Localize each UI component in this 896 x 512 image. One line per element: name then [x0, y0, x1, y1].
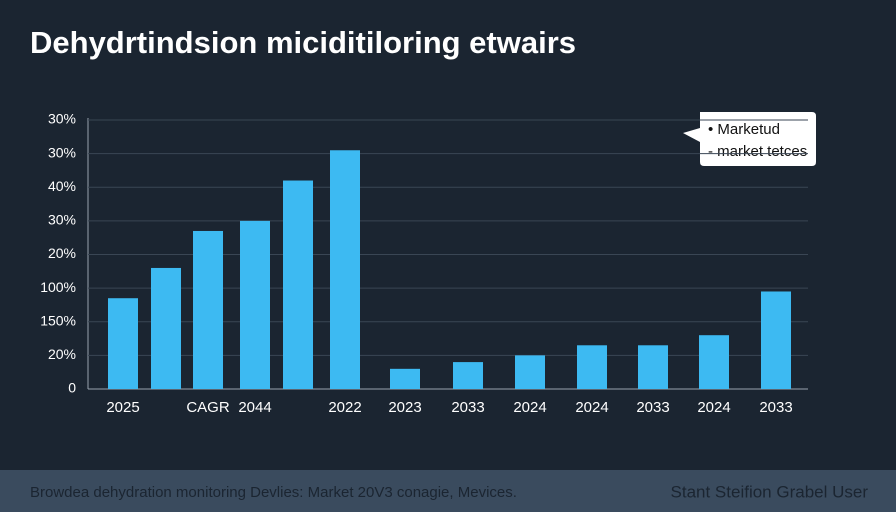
y-tick-label: 20%: [48, 346, 76, 362]
legend-item: • Marketud: [708, 121, 780, 138]
x-tick-label: 2024: [513, 399, 546, 416]
x-tick-label: 2033: [759, 399, 792, 416]
footer-band: [0, 470, 896, 512]
bar: [390, 368, 420, 389]
chart-title: Dehydrtindsion miciditiloring etwairs: [30, 25, 576, 60]
y-tick-label: 150%: [40, 312, 76, 328]
x-tick-label: 2033: [451, 399, 484, 416]
bar: [108, 298, 138, 389]
x-tick-label: 2025: [106, 399, 139, 416]
bar: [638, 345, 668, 389]
bar: [151, 267, 181, 389]
bar: [240, 220, 270, 389]
y-tick-label: 30%: [48, 144, 76, 160]
x-tick-label: 2024: [697, 399, 730, 416]
bar: [283, 180, 313, 389]
y-tick-label: 30%: [48, 111, 76, 127]
y-tick-label: 30%: [48, 212, 76, 228]
bar: [761, 291, 791, 389]
legend-item: - market tetces: [708, 143, 807, 160]
y-tick-label: 100%: [40, 279, 76, 295]
legend-box: [683, 112, 816, 166]
bar: [515, 355, 545, 389]
bar: [699, 335, 729, 389]
bar: [330, 150, 360, 389]
bar: [193, 230, 223, 389]
y-tick-label: 40%: [48, 178, 76, 194]
x-tick-label: 2022: [328, 399, 361, 416]
x-tick-label: 2024: [575, 399, 608, 416]
y-tick-label: 0: [68, 380, 76, 396]
footer-left: Browdea dehydration monitoring Devlies: …: [30, 484, 517, 501]
x-tick-label: 2044: [238, 399, 271, 416]
x-tick-label: CAGR: [186, 399, 230, 416]
footer-right: Stant Steifion Grabel User: [671, 482, 869, 501]
y-tick-label: 20%: [48, 245, 76, 261]
x-tick-label: 2023: [388, 399, 421, 416]
bar: [577, 345, 607, 389]
bar: [453, 362, 483, 389]
x-tick-label: 2033: [636, 399, 669, 416]
